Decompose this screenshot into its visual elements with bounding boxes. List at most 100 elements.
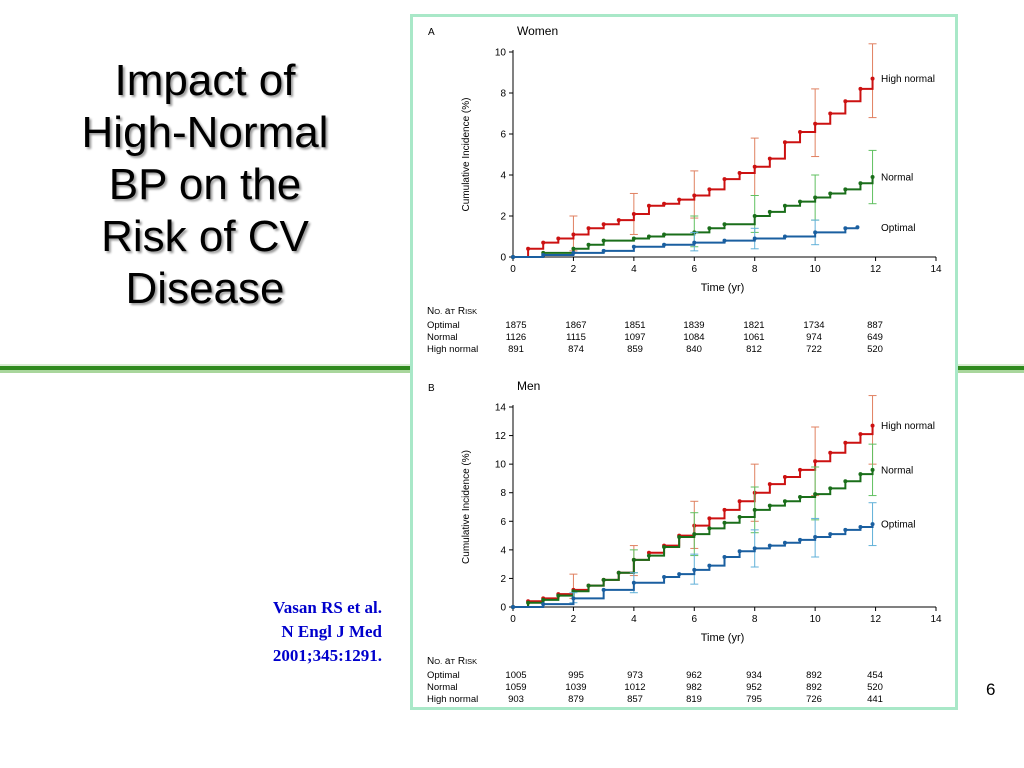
data-point xyxy=(586,583,591,588)
data-point xyxy=(646,234,651,239)
risk-cell: 726 xyxy=(806,694,822,705)
data-point xyxy=(707,526,712,531)
risk-row-label: High normal xyxy=(427,694,478,705)
risk-cell: 859 xyxy=(627,344,643,355)
risk-cell: 1115 xyxy=(566,332,586,343)
y-tick-label: 6 xyxy=(500,517,506,528)
risk-table-header-initial: R xyxy=(455,306,465,317)
data-point xyxy=(767,543,772,548)
data-point xyxy=(858,181,863,186)
data-point xyxy=(692,193,697,198)
y-tick-label: 10 xyxy=(495,48,507,59)
data-point xyxy=(858,86,863,91)
figure-frame: A Women 0 2 4 6 8 10 0 2 4 6 8 10 12 14 Time (yr) Cumulat… xyxy=(410,14,958,710)
data-point xyxy=(556,236,561,241)
data-point xyxy=(707,563,712,568)
data-point xyxy=(798,467,803,472)
risk-table-header-initial: N xyxy=(427,656,434,667)
data-point xyxy=(752,546,757,551)
risk-cell: 1851 xyxy=(624,320,645,331)
risk-cell: 1005 xyxy=(505,670,526,681)
panel-letter: A xyxy=(428,27,435,38)
data-point xyxy=(828,191,833,196)
x-tick-label: 14 xyxy=(930,264,942,275)
x-tick-label: 10 xyxy=(810,614,822,625)
data-point xyxy=(631,211,636,216)
data-point xyxy=(707,226,712,231)
title-line: Disease xyxy=(125,264,285,313)
series-label: Optimal xyxy=(881,520,915,531)
data-point xyxy=(571,250,576,255)
data-point xyxy=(870,423,875,428)
x-axis-label: Time (yr) xyxy=(701,282,745,294)
risk-cell: 1126 xyxy=(506,332,526,343)
x-tick-label: 8 xyxy=(752,614,758,625)
risk-row-label: Optimal xyxy=(427,320,460,331)
y-tick-label: 4 xyxy=(500,545,506,556)
data-point xyxy=(662,575,667,579)
x-tick-label: 6 xyxy=(692,264,698,275)
data-point xyxy=(782,475,787,479)
risk-cell: 887 xyxy=(867,320,883,331)
data-point xyxy=(677,535,682,539)
data-point xyxy=(843,479,848,484)
data-point xyxy=(511,605,515,609)
data-point xyxy=(646,550,651,555)
data-point xyxy=(813,535,818,539)
data-point xyxy=(616,570,621,575)
data-point xyxy=(601,587,606,592)
x-tick-label: 8 xyxy=(752,264,758,275)
risk-cell: 520 xyxy=(867,344,883,355)
risk-cell: 982 xyxy=(686,682,702,693)
risk-cell: 952 xyxy=(746,682,762,693)
data-point xyxy=(782,234,787,239)
citation-line: 2001;345:1291. xyxy=(272,646,382,665)
risk-cell: 454 xyxy=(867,670,883,681)
citation-line: Vasan RS et al. xyxy=(273,598,382,617)
risk-cell: 1875 xyxy=(505,320,526,331)
data-point xyxy=(707,187,712,192)
risk-cell: 819 xyxy=(686,694,702,705)
data-point xyxy=(556,593,561,598)
slide-number: 6 xyxy=(986,680,996,699)
data-point xyxy=(737,549,742,554)
y-tick-label: 8 xyxy=(500,89,506,100)
data-point xyxy=(586,242,591,247)
risk-table-header-rest: O. xyxy=(434,657,442,666)
y-tick-label: 2 xyxy=(500,212,506,223)
x-tick-label: 0 xyxy=(510,614,516,625)
risk-cell: 962 xyxy=(686,670,702,681)
panel-title: Women xyxy=(517,24,558,38)
data-point xyxy=(752,214,757,218)
series-label: High normal xyxy=(881,74,935,85)
series-label: Normal xyxy=(881,173,913,184)
risk-cell: 795 xyxy=(746,694,762,705)
data-point xyxy=(870,76,875,81)
title-line: Risk of CV xyxy=(101,212,309,261)
data-point xyxy=(662,232,667,237)
risk-cell: 973 xyxy=(627,670,643,681)
data-point xyxy=(541,252,546,257)
data-point xyxy=(646,203,651,208)
series-label: High normal xyxy=(881,421,935,432)
y-tick-label: 0 xyxy=(500,603,506,614)
series-line xyxy=(513,425,874,608)
risk-cell: 1867 xyxy=(565,320,586,331)
risk-cell: 934 xyxy=(746,670,762,681)
risk-table-header-rest: T xyxy=(451,657,456,666)
risk-cell: 520 xyxy=(867,682,883,693)
data-point xyxy=(722,520,727,525)
y-tick-label: 14 xyxy=(495,403,507,414)
risk-cell: 903 xyxy=(508,694,524,705)
data-point xyxy=(870,467,875,472)
data-point xyxy=(843,226,848,231)
y-tick-label: 8 xyxy=(500,488,506,499)
risk-table-header-rest: T xyxy=(451,307,456,316)
title-line: Impact of xyxy=(114,56,296,105)
data-point xyxy=(571,596,576,601)
risk-cell: 1084 xyxy=(683,332,704,343)
series-label: Normal xyxy=(881,465,913,476)
data-point xyxy=(722,238,727,243)
data-point xyxy=(858,472,863,477)
data-point xyxy=(677,197,682,202)
